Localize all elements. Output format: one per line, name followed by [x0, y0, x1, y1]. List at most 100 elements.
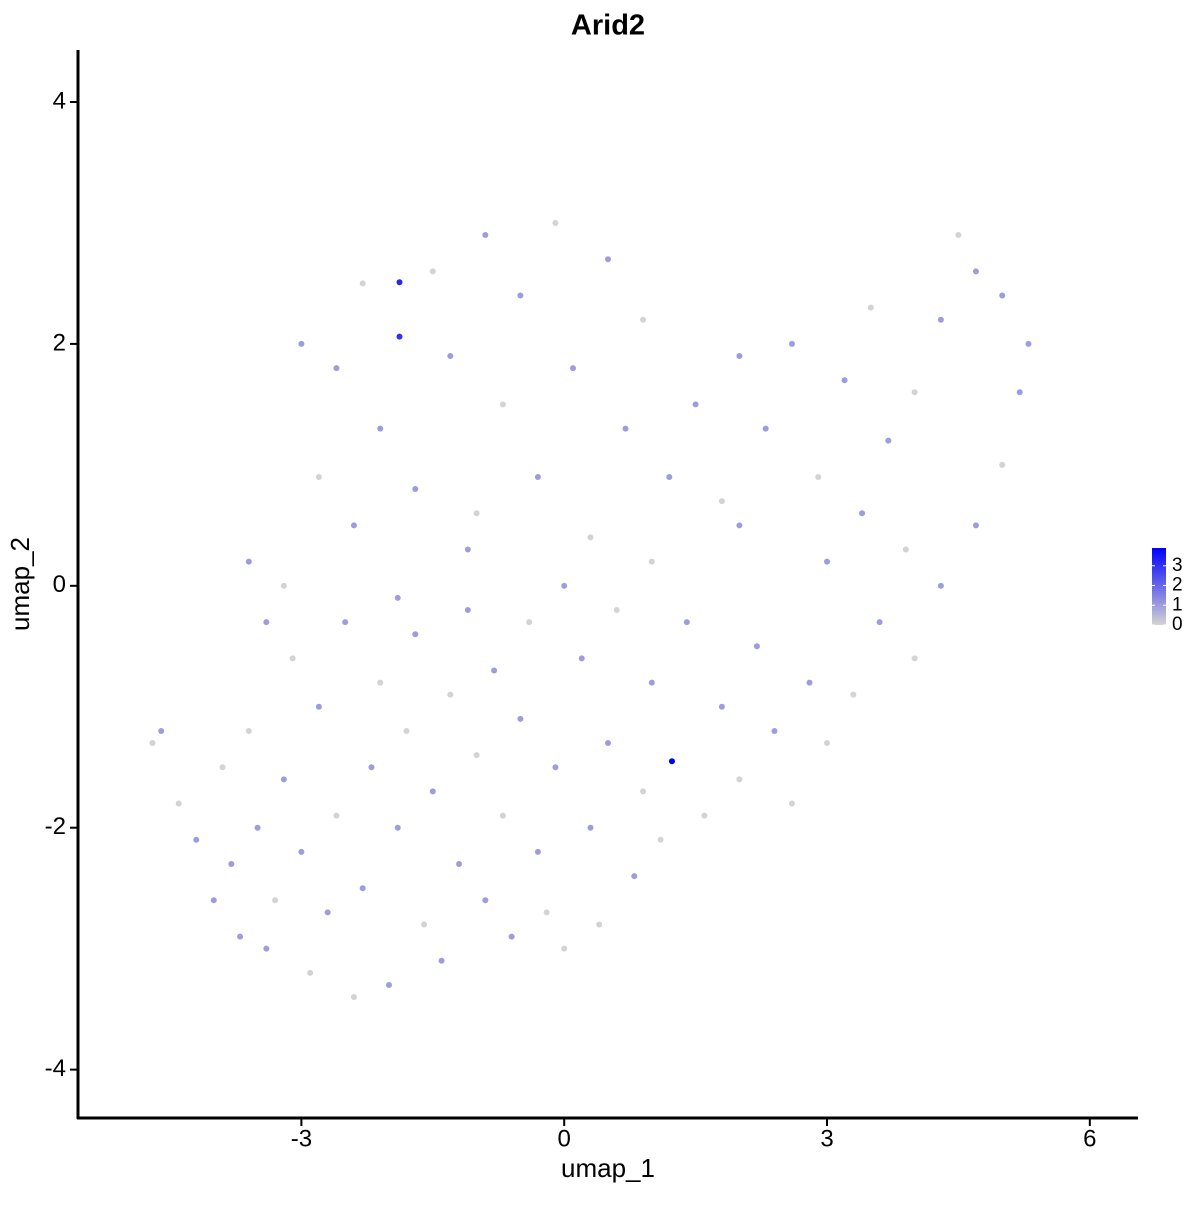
point — [902, 546, 909, 553]
point — [368, 764, 375, 771]
point — [396, 279, 403, 286]
point — [403, 727, 410, 734]
point — [718, 703, 725, 710]
point — [158, 727, 165, 734]
point — [622, 425, 629, 432]
point — [648, 558, 655, 565]
point — [841, 377, 848, 384]
point — [771, 727, 778, 734]
point — [377, 679, 384, 686]
point — [561, 945, 568, 952]
point — [1025, 340, 1032, 347]
point — [394, 824, 401, 831]
point — [806, 679, 813, 686]
point — [473, 510, 480, 517]
point — [149, 740, 156, 747]
point — [569, 365, 576, 372]
point — [683, 619, 690, 626]
point — [385, 981, 392, 988]
point — [753, 643, 760, 650]
point — [668, 758, 675, 765]
colorbar-tick-label: 3 — [1172, 555, 1183, 576]
point — [876, 619, 883, 626]
point — [885, 437, 892, 444]
point — [937, 316, 944, 323]
y-axis-label: umap_2 — [5, 537, 35, 631]
point — [859, 510, 866, 517]
point — [298, 848, 305, 855]
point — [333, 812, 340, 819]
point — [482, 897, 489, 904]
point — [298, 340, 305, 347]
point — [464, 607, 471, 614]
point — [911, 655, 918, 662]
point — [911, 389, 918, 396]
point — [350, 522, 357, 529]
point — [596, 921, 603, 928]
point — [447, 353, 454, 360]
point — [254, 824, 261, 831]
point — [307, 969, 314, 976]
point — [396, 333, 403, 340]
point — [999, 292, 1006, 299]
point — [640, 316, 647, 323]
point — [999, 461, 1006, 468]
x-tick-label: 3 — [820, 1125, 833, 1152]
chart-title: Arid2 — [571, 10, 645, 42]
point — [648, 679, 655, 686]
point — [1016, 389, 1023, 396]
point — [350, 994, 357, 1001]
point — [613, 607, 620, 614]
y-tick-label: 0 — [53, 571, 66, 598]
point — [342, 619, 349, 626]
point — [736, 522, 743, 529]
point — [824, 558, 831, 565]
point — [429, 788, 436, 795]
point — [438, 957, 445, 964]
point — [692, 401, 699, 408]
point — [377, 425, 384, 432]
point — [315, 703, 322, 710]
point — [456, 861, 463, 868]
point — [701, 812, 708, 819]
x-tick-label: 6 — [1083, 1125, 1096, 1152]
point — [972, 268, 979, 275]
point — [605, 740, 611, 747]
point — [552, 219, 559, 226]
point — [824, 740, 831, 747]
x-tick-label: -3 — [291, 1125, 312, 1152]
y-tick-label: 4 — [53, 87, 66, 114]
point — [429, 268, 436, 275]
point — [972, 522, 979, 529]
point — [219, 764, 226, 771]
point — [464, 546, 471, 553]
point — [421, 921, 428, 928]
point — [578, 655, 585, 662]
point — [605, 256, 611, 263]
point — [245, 727, 252, 734]
colorbar — [1152, 548, 1166, 625]
colorbar-tick-label: 2 — [1172, 575, 1183, 596]
point — [412, 486, 419, 493]
point — [359, 280, 366, 287]
point — [937, 582, 944, 589]
point — [263, 945, 270, 952]
point — [534, 473, 541, 480]
point — [587, 534, 594, 541]
point — [736, 776, 743, 783]
point — [666, 473, 673, 480]
point — [272, 897, 279, 904]
point — [412, 631, 419, 638]
point — [359, 885, 366, 892]
point — [175, 800, 182, 807]
y-tick-label: -4 — [45, 1055, 66, 1082]
point — [552, 764, 559, 771]
point — [640, 788, 647, 795]
point — [526, 619, 533, 626]
y-tick-label: 2 — [53, 329, 66, 356]
point — [657, 836, 664, 843]
point — [508, 933, 515, 940]
point — [333, 365, 340, 372]
point — [867, 304, 874, 311]
point — [193, 836, 200, 843]
